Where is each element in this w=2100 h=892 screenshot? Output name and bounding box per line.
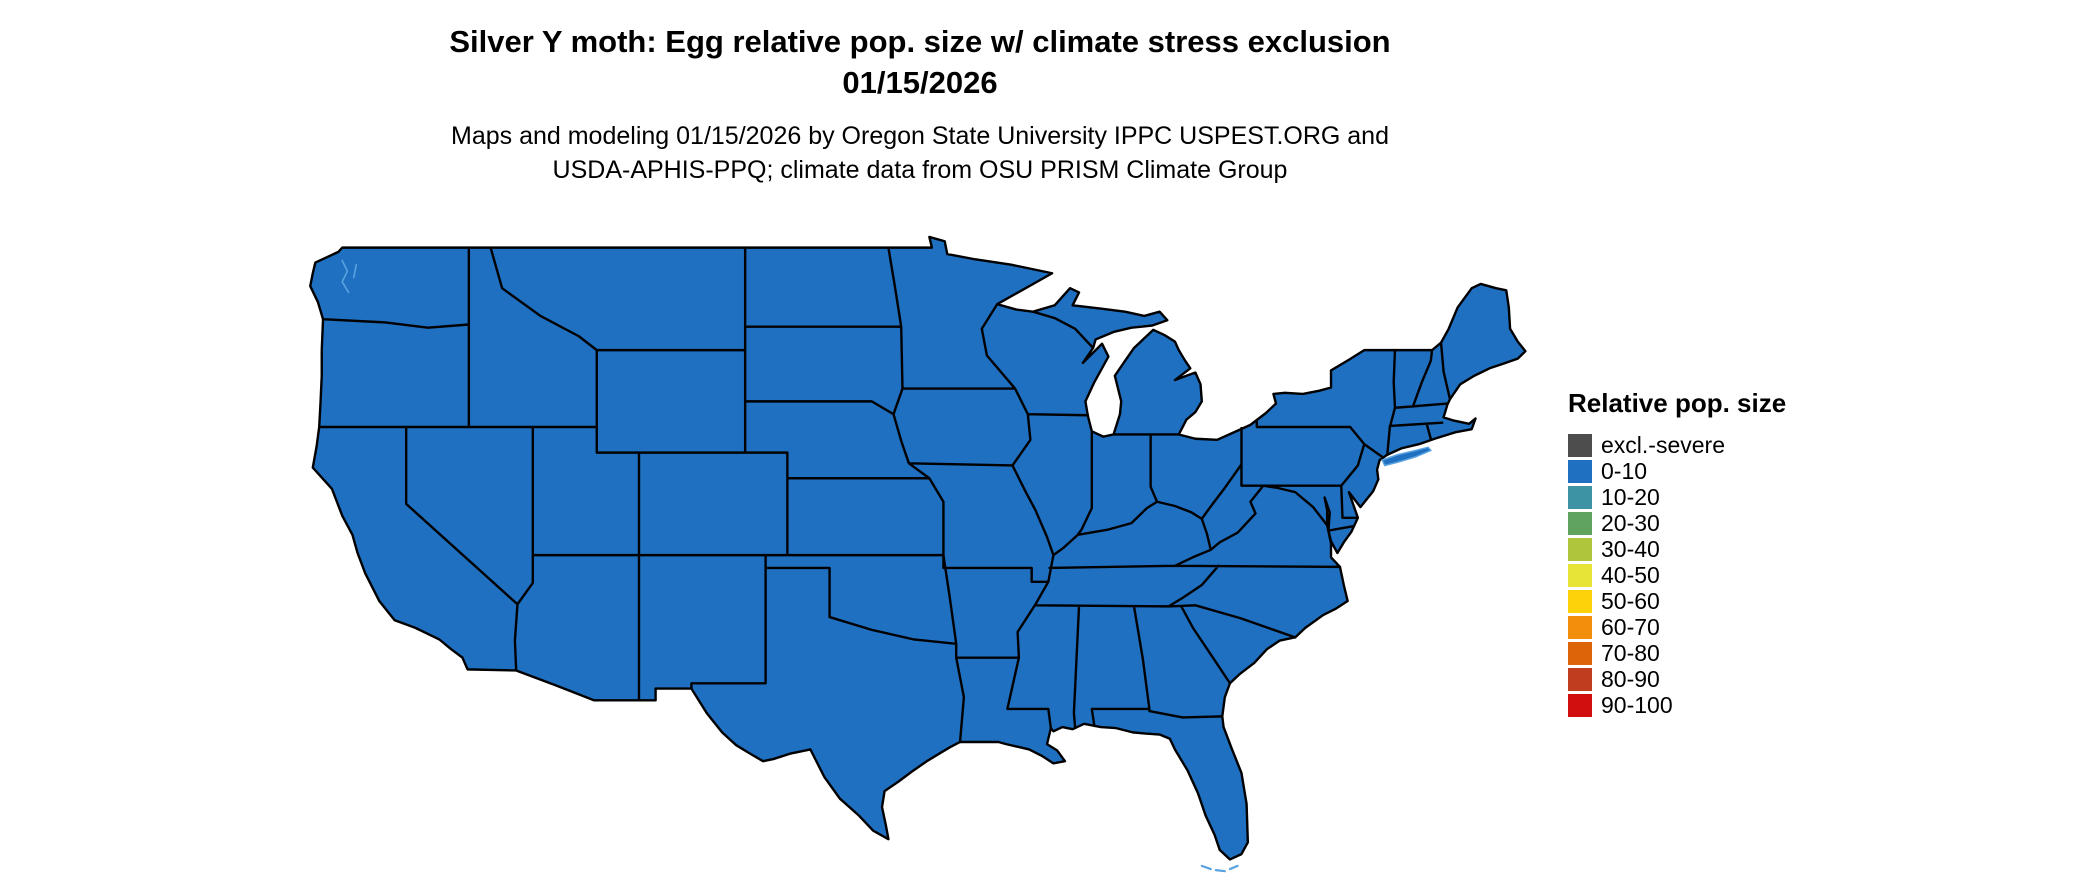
legend-swatch	[1568, 538, 1592, 561]
legend-swatch	[1568, 694, 1592, 717]
legend-item: 80-90	[1568, 666, 1786, 692]
legend-swatch	[1568, 486, 1592, 509]
long-island-shape	[1382, 447, 1431, 465]
state-borders-lines	[319, 248, 1450, 742]
us-map	[300, 222, 1528, 884]
us-map-svg	[300, 222, 1528, 884]
legend-rows: excl.-severe 0-10 10-20 20-30 30-40 40-50 50-6…	[1568, 432, 1786, 718]
map-title-line1: Silver Y moth: Egg relative pop. size w/…	[449, 24, 1391, 59]
legend-item: 40-50	[1568, 562, 1786, 588]
legend-item: 10-20	[1568, 484, 1786, 510]
legend-swatch	[1568, 434, 1592, 457]
legend-swatch	[1568, 642, 1592, 665]
legend-swatch	[1568, 512, 1592, 535]
map-legend: Relative pop. size excl.-severe 0-10 10-20…	[1568, 388, 1786, 720]
legend-label: 40-50	[1601, 562, 1660, 588]
legend-title: Relative pop. size	[1568, 388, 1787, 418]
map-subtitle-line2: USDA-APHIS-PPQ; climate data from OSU PR…	[552, 155, 1288, 184]
map-title-date: 01/15/2026	[842, 64, 998, 100]
legend-item: 20-30	[1568, 510, 1786, 536]
legend-swatch	[1568, 590, 1592, 613]
legend-label: 20-30	[1601, 510, 1660, 536]
map-subtitle-line1: Maps and modeling 01/15/2026 by Oregon S…	[451, 121, 1389, 150]
legend-label: 50-60	[1601, 588, 1660, 614]
legend-label: 60-70	[1601, 614, 1660, 640]
florida-keys-marks	[1202, 866, 1238, 871]
legend-item: 90-100	[1568, 692, 1786, 718]
legend-item: excl.-severe	[1568, 432, 1786, 458]
legend-label: 80-90	[1601, 666, 1660, 692]
legend-label: 0-10	[1601, 458, 1648, 484]
legend-label: 30-40	[1601, 536, 1660, 562]
conus-landmass	[310, 237, 1525, 859]
legend-item: 30-40	[1568, 536, 1786, 562]
legend-item: 50-60	[1568, 588, 1786, 614]
legend-label: excl.-severe	[1601, 432, 1725, 458]
puget-sound-detail	[342, 260, 356, 292]
legend-item: 70-80	[1568, 640, 1786, 666]
legend-swatch	[1568, 564, 1592, 587]
legend-label: 70-80	[1601, 640, 1660, 666]
legend-item: 0-10	[1568, 458, 1786, 484]
legend-label: 90-100	[1601, 692, 1673, 718]
legend-label: 10-20	[1601, 484, 1660, 510]
legend-item: 60-70	[1568, 614, 1786, 640]
legend-swatch	[1568, 668, 1592, 691]
title-block: Silver Y moth: Egg relative pop. size w/…	[0, 22, 1840, 187]
legend-swatch	[1568, 616, 1592, 639]
legend-swatch	[1568, 460, 1592, 483]
subtitle-block: Maps and modeling 01/15/2026 by Oregon S…	[0, 120, 1840, 188]
